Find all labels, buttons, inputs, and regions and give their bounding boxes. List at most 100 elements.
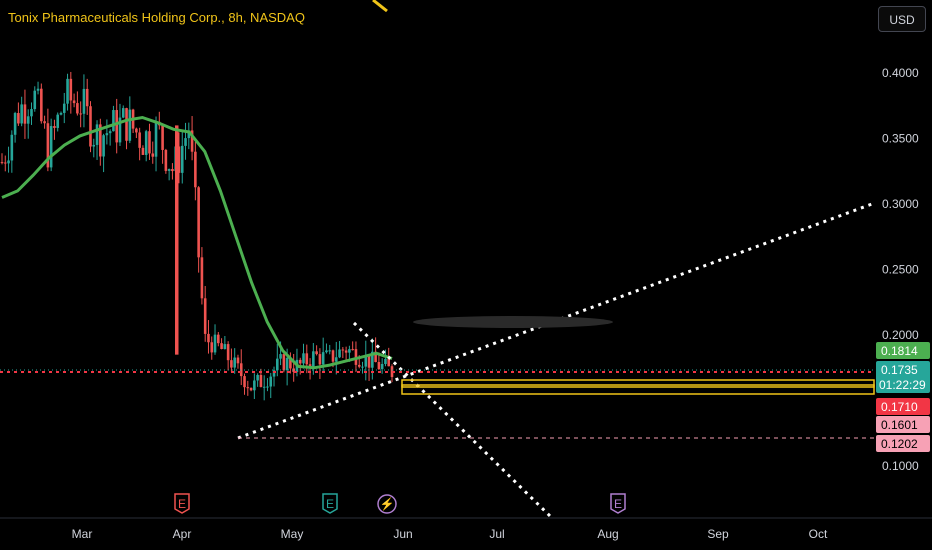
candle-body [164,149,168,171]
candle-body [69,78,73,101]
chart-title: Tonix Pharmaceuticals Holding Corp., 8h,… [8,10,305,25]
candle-body [20,104,23,124]
candle-body [213,334,217,353]
candle-body [190,130,194,152]
event-markers: E E ⚡ E [174,493,626,514]
candle-body [95,124,99,145]
yellow-zone-box-2 [401,384,875,395]
price-badge-label: 0.1202 [881,437,918,451]
candle-body [121,108,125,118]
candle-body [272,370,276,377]
earnings-event-icon[interactable] [174,493,190,514]
candle-body [325,350,328,353]
candle-body [180,145,184,173]
candle-body [128,109,132,141]
candle-body [62,103,66,113]
candle-body [171,169,174,172]
candle-body [105,133,109,136]
candle-body [279,354,282,359]
x-tick-label: May [281,527,304,541]
candle-body [194,151,197,188]
candle-body [312,351,315,367]
time-axis: Mar Apr May Jun Jul Aug Sep Oct [72,527,828,541]
earnings-event-icon[interactable] [322,493,338,514]
candle-body [59,112,63,115]
earnings-event-icon[interactable] [610,493,626,514]
x-tick-label: Sep [707,527,729,541]
candle-body [282,354,286,371]
candle-body [266,386,269,388]
candle-body [289,357,292,369]
candle-body [380,363,384,370]
candle-body [141,147,145,155]
candle-body [40,88,43,122]
x-tick-label: Aug [597,527,618,541]
price-badge-label: 0.1710 [881,400,918,414]
candle-body [302,353,305,364]
candle-body [357,364,361,367]
candle-body [351,349,354,351]
candle-body [207,333,210,343]
y-tick-label: 0.2500 [882,263,919,277]
event-marker-label: E [178,497,186,511]
event-marker-label: E [326,497,334,511]
candle-body [108,131,112,134]
price-badge [876,361,930,393]
y-tick-label: 0.3000 [882,197,919,211]
x-tick-label: Oct [809,527,828,541]
candle-body [148,131,151,154]
candle-body [135,128,138,133]
currency-button[interactable]: USD [878,6,926,32]
split-event-icon[interactable] [377,494,397,514]
candle-body [112,110,115,132]
candle-body [85,88,89,107]
bar-countdown: 01:22:29 [879,378,926,392]
candle-body [210,342,214,353]
x-tick-label: Jun [393,527,412,541]
candle-body [243,376,246,388]
price-badge-label: 0.1814 [881,344,918,358]
candle-body [253,380,256,391]
candle-body [348,349,351,353]
candle-body [269,376,273,387]
candle-body [321,352,325,365]
candle-body [305,353,309,365]
candle-body [285,357,289,371]
candle-body [7,160,10,164]
target-ellipse [413,316,613,328]
yellow-drawing-mark [372,0,388,13]
candle-body [371,351,374,368]
x-tick-label: Jul [489,527,504,541]
candle-body [230,360,233,368]
candle-body [246,387,250,389]
candle-body [200,257,204,299]
candle-body [53,126,56,128]
candle-body [197,187,200,258]
candle-body [262,386,266,388]
candle-body [161,125,164,150]
price-axis: 0.4000 0.3500 0.3000 0.2500 0.2000 0.1000 [882,66,919,473]
candle-body [144,131,148,155]
candle-body [56,114,60,128]
event-marker-label: E [614,497,622,511]
candle-body [49,126,53,168]
candle-body [167,169,171,171]
candle-body [331,350,335,362]
candle-body [23,104,27,124]
candle-body [341,349,345,351]
candle-body [13,113,17,135]
candles [0,71,394,401]
candle-body [367,355,371,368]
candle-body [36,88,40,91]
price-badge [876,398,930,415]
x-tick-label: Apr [173,527,192,541]
resistance-trendline [352,321,554,520]
candle-body [223,344,227,350]
candle-body [125,108,128,141]
candle-body [138,132,141,148]
candle-body [79,113,82,115]
candle-body [66,78,69,104]
candle-body [328,350,332,352]
candle-body [0,162,4,164]
